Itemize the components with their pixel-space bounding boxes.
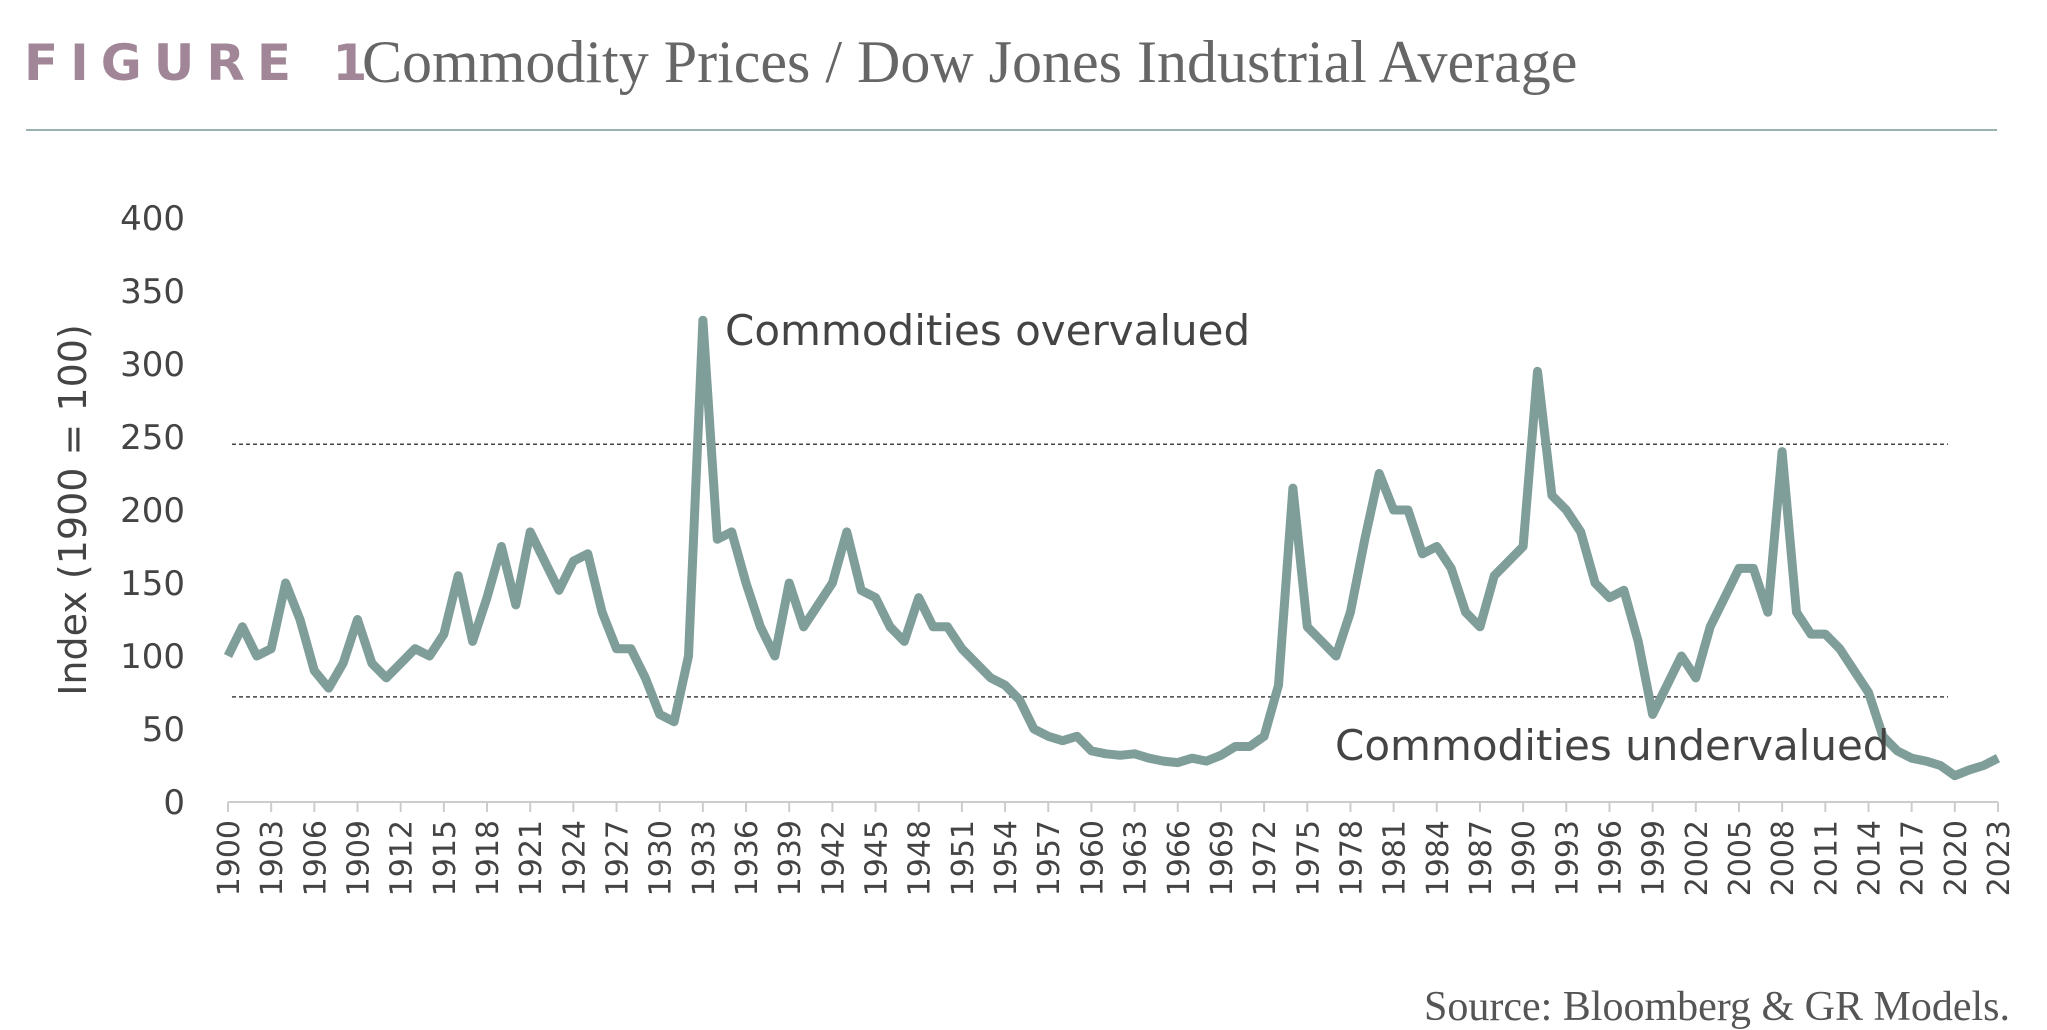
- x-tick-label: 1960: [1075, 820, 1110, 896]
- y-tick-label: 100: [120, 637, 185, 677]
- y-tick-label: 0: [163, 783, 185, 823]
- x-tick-label: 1927: [601, 820, 636, 896]
- x-tick-label: 1918: [471, 820, 506, 896]
- x-tick-label: 1900: [212, 820, 247, 896]
- x-tick-label: 1999: [1637, 820, 1672, 896]
- x-tick-label: 1975: [1291, 820, 1326, 896]
- x-tick-label: 1909: [342, 820, 377, 896]
- y-axis-label: Index (1900 = 100): [51, 324, 95, 696]
- x-tick-label: 2011: [1809, 820, 1844, 896]
- x-tick-label: 1942: [816, 820, 851, 896]
- x-tick-label: 1933: [687, 820, 722, 896]
- x-tick-label: 1939: [773, 820, 808, 896]
- x-tick-label: 1951: [946, 820, 981, 896]
- x-tick-label: 2020: [1939, 820, 1974, 896]
- x-tick-label: 2023: [1982, 820, 2017, 896]
- x-tick-label: 1936: [730, 820, 765, 896]
- x-tick-label: 2017: [1896, 820, 1931, 896]
- y-tick-label: 300: [120, 345, 185, 385]
- y-tick-label: 150: [120, 564, 185, 604]
- x-tick-label: 1954: [989, 820, 1024, 896]
- x-tick-label: 1930: [644, 820, 679, 896]
- x-tick-label: 1912: [385, 820, 420, 896]
- x-tick-label: 2008: [1766, 820, 1801, 896]
- y-tick-label: 350: [120, 272, 185, 312]
- x-tick-label: 1993: [1550, 820, 1585, 896]
- x-tick-label: 1915: [428, 820, 463, 896]
- annotation: Commodities undervalued: [1335, 721, 1889, 770]
- series-line: [223, 315, 2001, 781]
- figure-label: FIGURE 1: [24, 34, 379, 92]
- x-tick-label: 2014: [1852, 820, 1887, 896]
- source: Source: Bloomberg & GR Models.: [1424, 984, 2010, 1030]
- x-tick-label: 1924: [557, 820, 592, 896]
- x-tick-label: 1966: [1162, 820, 1197, 896]
- y-tick-label: 50: [142, 710, 185, 750]
- x-tick-label: 2002: [1680, 820, 1715, 896]
- x-tick-label: 1921: [514, 820, 549, 896]
- x-tick-label: 1972: [1248, 820, 1283, 896]
- x-tick-label: 1984: [1421, 820, 1456, 896]
- x-tick-label: 1987: [1464, 820, 1499, 896]
- chart-title: Commodity Prices / Dow Jones Industrial …: [362, 29, 1577, 95]
- x-tick-label: 1906: [298, 820, 333, 896]
- x-tick-label: 1957: [1032, 820, 1067, 896]
- x-tick-label: 1945: [860, 820, 895, 896]
- x-tick-label: 2005: [1723, 820, 1758, 896]
- y-tick-label: 200: [120, 491, 185, 531]
- x-tick-label: 1990: [1507, 820, 1542, 896]
- x-tick-label: 1996: [1593, 820, 1628, 896]
- y-tick-label: 250: [120, 418, 185, 458]
- x-tick-label: 1978: [1334, 820, 1369, 896]
- x-tick-label: 1903: [255, 820, 290, 896]
- annotation: Commodities overvalued: [725, 306, 1250, 355]
- x-tick-label: 1948: [903, 820, 938, 896]
- x-tick-label: 1969: [1205, 820, 1240, 896]
- y-tick-label: 400: [120, 199, 185, 239]
- x-tick-label: 1981: [1378, 820, 1413, 896]
- x-tick-label: 1963: [1119, 820, 1154, 896]
